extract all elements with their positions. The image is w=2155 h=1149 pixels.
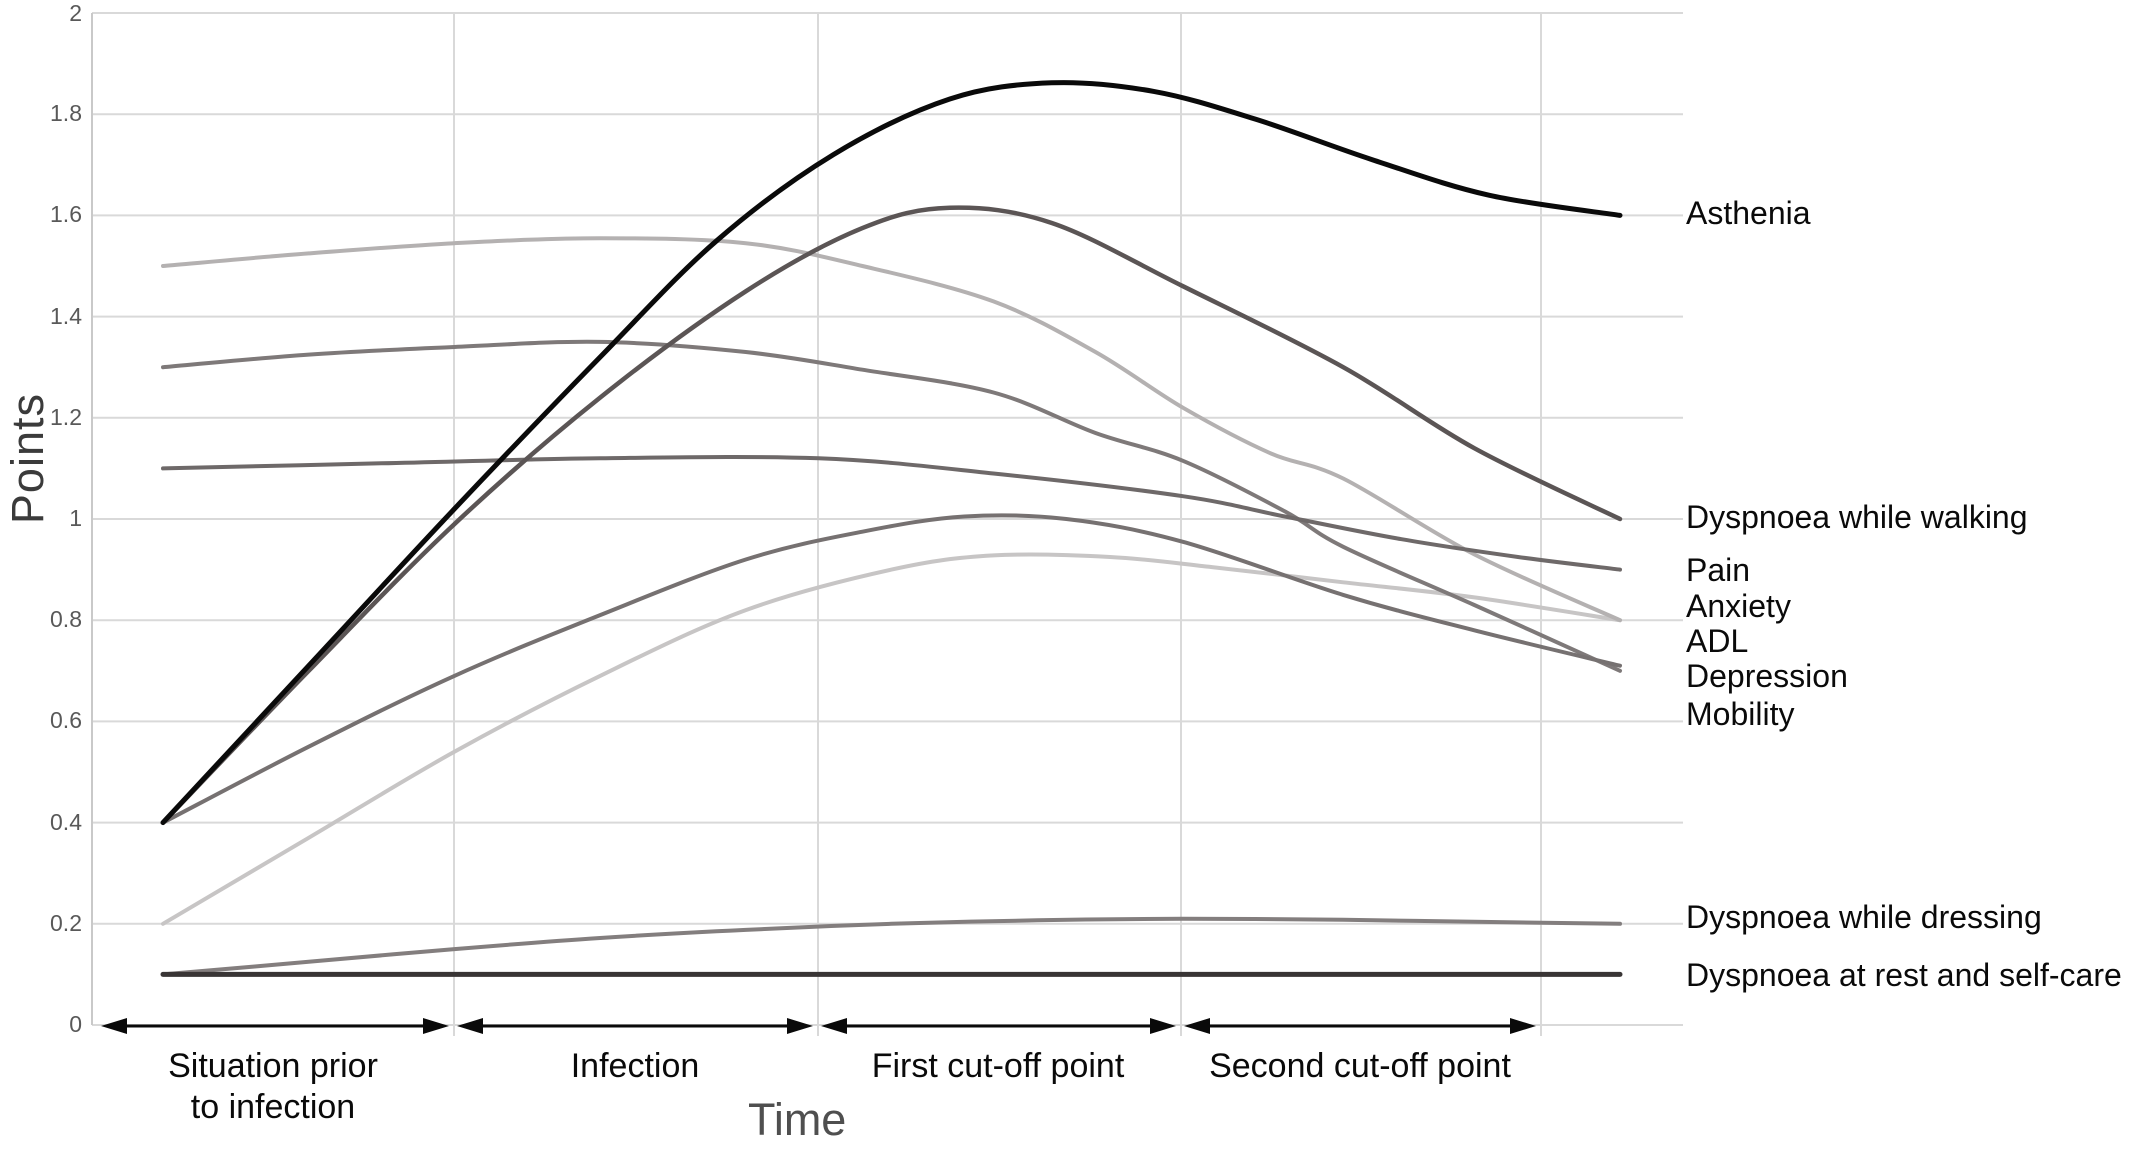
phase-label-line: First cut-off point <box>871 1047 1125 1085</box>
phase-label-line: to infection <box>190 1088 356 1126</box>
y-tick-1: 1 <box>69 505 82 531</box>
series-label-dyspnoea-while-walking: Dyspnoea while walking <box>1686 499 2028 535</box>
series-label-mobility: Mobility <box>1686 696 1795 732</box>
series-curve-mobility <box>161 339 1622 673</box>
phase-label-first-cut-off-point: First cut-off point <box>748 1046 1248 1087</box>
y-tick-1-6: 1.6 <box>50 201 82 227</box>
x-axis-title: Time <box>748 1094 847 1145</box>
y-tick-1-4: 1.4 <box>50 303 82 329</box>
series-label-adl: ADL <box>1686 623 1749 659</box>
series-curves <box>160 80 1623 977</box>
y-axis-title: Points <box>2 393 53 525</box>
y-tick-0-4: 0.4 <box>50 809 82 835</box>
series-label-anxiety: Anxiety <box>1686 588 1791 624</box>
series-label-dyspnoea-at-rest: Dyspnoea at rest and self-care <box>1686 957 2122 993</box>
phase-label-situation-prior-to-infection: Situation prior to infection <box>23 1046 523 1128</box>
phase-arrow-3 <box>1184 1018 1536 1034</box>
series-label-asthenia: Asthenia <box>1686 195 1811 231</box>
phase-label-infection: Infection <box>385 1046 885 1087</box>
series-curve-adl <box>161 236 1622 623</box>
phase-arrow-0 <box>101 1018 449 1034</box>
x-axis-phase-arrows <box>101 1018 1536 1034</box>
y-tick-0-8: 0.8 <box>50 606 82 632</box>
y-tick-0-2: 0.2 <box>50 910 82 936</box>
phase-label-second-cut-off-point: Second cut-off point <box>1110 1046 1610 1087</box>
phase-label-line: Second cut-off point <box>1209 1047 1511 1085</box>
series-curve-dyspnoea-while-dressing <box>161 916 1622 977</box>
y-tick-1-2: 1.2 <box>50 404 82 430</box>
series-curve-asthenia <box>160 80 1623 826</box>
phase-label-line: Situation prior <box>168 1047 378 1085</box>
y-tick-2: 2 <box>69 0 82 26</box>
y-tick-0: 0 <box>69 1011 82 1037</box>
series-label-pain: Pain <box>1686 552 1751 588</box>
series-curve-depression <box>161 513 1622 825</box>
phase-arrow-1 <box>457 1018 813 1034</box>
phase-arrow-2 <box>821 1018 1176 1034</box>
series-curve-pain <box>161 454 1622 572</box>
series-curve-dyspnoea-while-walking <box>160 205 1623 825</box>
series-label-depression: Depression <box>1686 658 1848 694</box>
gridlines <box>92 12 1683 1036</box>
series-curve-anxiety <box>161 552 1622 926</box>
phase-label-line: Infection <box>570 1047 700 1085</box>
y-tick-1-8: 1.8 <box>50 100 82 126</box>
y-tick-0-6: 0.6 <box>50 707 82 733</box>
series-label-dyspnoea-while-dressing: Dyspnoea while dressing <box>1686 899 2042 935</box>
